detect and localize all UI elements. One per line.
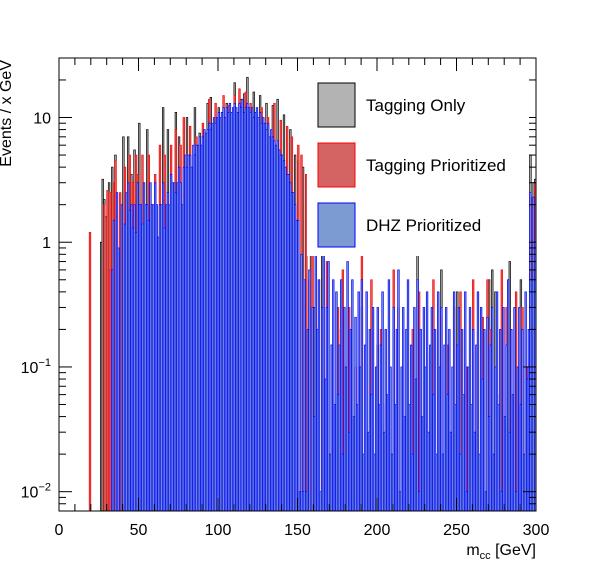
histogram-bin xyxy=(112,219,115,512)
legend-label: DHZ Prioritized xyxy=(366,216,481,235)
histogram-bin xyxy=(513,307,516,512)
histogram-bin xyxy=(103,204,106,512)
x-axis-title-var: m xyxy=(466,542,479,559)
histogram-bin xyxy=(483,329,486,512)
legend-label: Tagging Prioritized xyxy=(366,156,506,175)
histogram-bin xyxy=(308,269,311,512)
x-axis-title-sub: cc xyxy=(480,550,492,562)
x-tick-label: 300 xyxy=(523,522,550,539)
x-tick-label: 200 xyxy=(364,522,391,539)
x-tick-label: 50 xyxy=(130,522,148,539)
x-tick-label: 0 xyxy=(55,522,64,539)
x-tick-label: 150 xyxy=(284,522,311,539)
histogram-bin xyxy=(297,219,300,512)
y-axis-title: Events / x GeV xyxy=(0,60,15,167)
histogram-bin xyxy=(120,204,123,512)
histogram-bin xyxy=(303,279,306,512)
series-dhz-prioritized xyxy=(111,98,537,512)
histogram-bin xyxy=(117,247,120,512)
y-tick-label: 1 xyxy=(42,235,51,252)
legend-swatch xyxy=(317,202,356,248)
y-tick-label: 10 xyxy=(33,111,51,128)
y-tick-label: 10−2 xyxy=(21,482,51,502)
y-tick-label: 10−1 xyxy=(21,357,51,377)
histogram-bin xyxy=(499,329,502,512)
histogram-bin xyxy=(317,279,321,512)
histogram-bin xyxy=(416,279,419,512)
x-tick-label: 100 xyxy=(205,522,232,539)
legend-swatch xyxy=(317,142,356,188)
histogram-bin xyxy=(397,269,400,512)
legend-swatch xyxy=(317,82,356,128)
x-axis-title: mcc [GeV] xyxy=(466,542,536,562)
histogram-bin xyxy=(300,253,303,512)
histogram-bin xyxy=(88,232,92,512)
legend-label: Tagging Only xyxy=(366,96,466,115)
axis-ticks: 0 50 100 150 200 250 300 10−2 10−1 1 10 xyxy=(21,57,550,539)
x-axis-title-unit-text: [GeV] xyxy=(495,542,536,559)
histogram-bin xyxy=(464,291,467,512)
legend: Tagging Only Tagging Prioritized DHZ Prior… xyxy=(307,73,529,256)
x-tick-label: 250 xyxy=(443,522,470,539)
